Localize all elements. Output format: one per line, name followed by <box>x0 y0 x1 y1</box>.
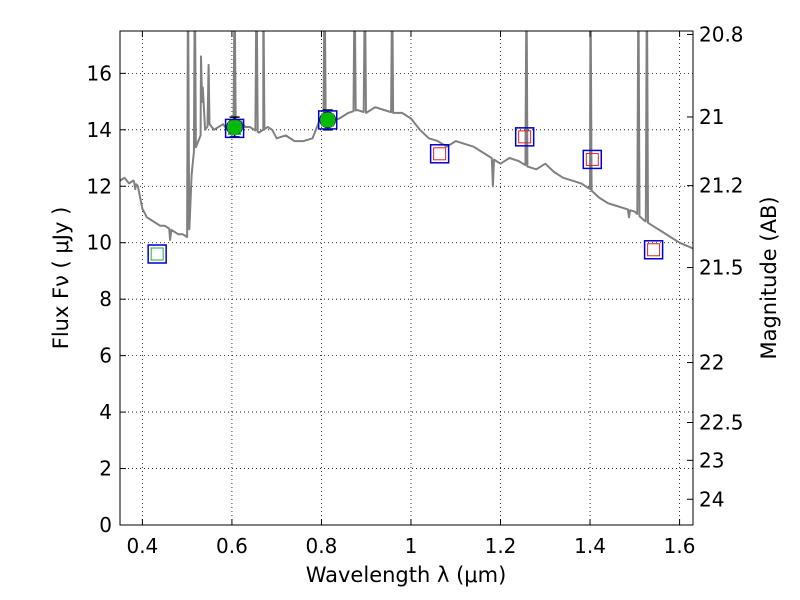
model-box-inner <box>150 247 164 261</box>
y2-tick-label: 21.2 <box>699 174 744 198</box>
x-tick-label: 1 <box>405 534 418 558</box>
y-tick-label: 12 <box>87 174 112 198</box>
x-tick-label: 1.2 <box>485 534 517 558</box>
y2-tick-label: 22.5 <box>699 411 744 435</box>
model-box-inner <box>433 147 447 161</box>
x-tick-label: 0.8 <box>306 534 338 558</box>
y-tick-label: 14 <box>87 118 112 142</box>
x-tick-label: 1.4 <box>574 534 606 558</box>
y-tick-label: 6 <box>99 344 112 368</box>
y2-tick-label: 21.5 <box>699 256 744 280</box>
y2-tick-label: 22 <box>699 351 724 375</box>
model-box-outer <box>643 240 664 260</box>
y2-tick-label: 23 <box>699 448 724 472</box>
model-box-inner <box>321 113 335 127</box>
model-box-outer <box>582 149 603 170</box>
model-box-inner <box>585 152 599 166</box>
y2-axis-title: Magnitude (AB) <box>757 196 781 359</box>
y-axis-title: Flux Fν ( μJy ) <box>49 207 73 350</box>
x-tick-label: 0.6 <box>216 534 248 558</box>
markers-layer <box>147 109 664 264</box>
model-box-outer <box>147 244 167 264</box>
y2-tick-label: 21 <box>699 105 724 129</box>
x-axis-title: Wavelength λ (μm) <box>306 563 507 587</box>
y-tick-label: 4 <box>99 400 112 424</box>
observed-point <box>319 111 337 129</box>
y-tick-label: 16 <box>87 61 112 85</box>
y-tick-label: 10 <box>87 231 112 255</box>
y2-tick-label: 24 <box>699 487 724 511</box>
plot-frame <box>119 30 694 526</box>
x-tick-label: 0.4 <box>126 534 158 558</box>
y-tick-label: 0 <box>99 513 112 537</box>
model-box-outer <box>224 118 245 139</box>
model-box-inner <box>647 243 661 257</box>
model-box-outer <box>317 110 338 130</box>
y2-tick-label: 20.8 <box>699 22 744 46</box>
model-box-outer <box>514 127 535 147</box>
model-box-inner <box>518 130 532 144</box>
y-tick-label: 8 <box>99 287 112 311</box>
x-tick-label: 1.6 <box>664 534 696 558</box>
ticks: 0.4 0.6 0.8 1 1.2 1.4 1.6024681012141620.82121… <box>87 22 744 558</box>
model-box-inner <box>228 121 242 135</box>
model-box-outer <box>429 144 450 164</box>
plot-area <box>120 31 693 525</box>
y-tick-label: 2 <box>99 457 112 481</box>
